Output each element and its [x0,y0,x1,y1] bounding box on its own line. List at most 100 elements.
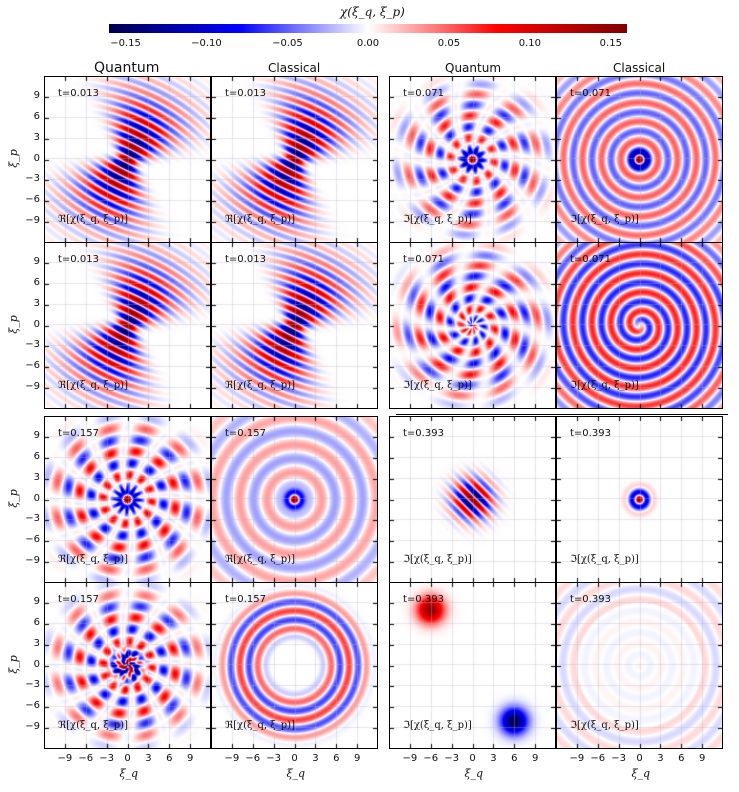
y-tick-label: −3 [25,339,40,351]
x-tick-label: −9 [224,753,240,764]
heatmap-image [389,242,556,409]
x-tick-label: 0 [469,753,476,764]
x-tick-label: −3 [266,753,281,764]
component-label: ℜ[χ(ξ_q, ξ_p)] [58,380,128,391]
y-tick-label: −3 [25,513,40,525]
column-title-classical-left: Classical [268,61,321,75]
colorbar-tick-label: 0.15 [599,38,622,49]
xlabel: ξ_q [464,767,484,780]
x-tick-label: −3 [611,753,626,764]
x-tick-label: 0 [124,753,131,764]
ylabel: ξ_p [6,488,20,508]
colorbar-tick-label: −0.10 [191,38,222,49]
heatmap-image [389,76,556,243]
colorbar-title: χ(ξ_q, ξ_p) [340,5,405,19]
x-tick-label: −6 [590,753,606,764]
heatmap-image [44,582,211,749]
heatmap-panel: t=0.013 ℜ[χ(ξ_q, ξ_p)] [211,242,378,409]
ylabel: ξ_p [6,314,20,334]
component-label: ℜ[χ(ξ_q, ξ_p)] [225,720,295,731]
y-tick-label: −9 [25,215,40,227]
y-tick-label: 3 [33,297,40,309]
heatmap-image [211,242,378,409]
heatmap-image [556,76,723,243]
component-label: ℑ[χ(ξ_q, ξ_p)] [403,214,472,225]
component-label: ℜ[χ(ξ_q, ξ_p)] [225,554,295,565]
colorbar-tick-label: −0.05 [272,38,303,49]
time-label: t=0.157 [225,594,266,605]
heatmap-image [556,242,723,409]
time-label: t=0.393 [570,594,611,605]
ylabel: ξ_p [6,654,20,674]
time-label: t=0.157 [225,428,266,439]
heatmap-image [44,242,211,409]
time-label: t=0.071 [570,254,611,265]
heatmap-image [44,76,211,243]
heatmap-panel: t=0.157 ℜ[χ(ξ_q, ξ_p)] [211,582,378,749]
x-tick-label: 3 [657,753,664,764]
y-tick-label: −9 [25,381,40,393]
component-label: ℑ[χ(ξ_q, ξ_p)] [403,720,472,731]
x-tick-label: 9 [353,753,361,764]
x-tick-label: 3 [312,753,319,764]
component-label: ℜ[χ(ξ_q, ξ_p)] [225,214,295,225]
x-tick-label: 3 [490,753,497,764]
xlabel: ξ_q [119,767,139,780]
y-tick-label: 0 [33,318,40,330]
y-tick-label: 6 [33,276,40,288]
component-label: ℑ[χ(ξ_q, ξ_p)] [570,554,639,565]
heatmap-panel: t=0.071 ℑ[χ(ξ_q, ξ_p)] [389,242,556,409]
time-label: t=0.393 [570,428,611,439]
y-tick-label: −9 [25,555,40,567]
heatmap-image [556,416,723,583]
ylabel: ξ_p [6,148,20,168]
heatmap-panel: t=0.157 ℜ[χ(ξ_q, ξ_p)] [44,416,211,583]
heatmap-image [211,582,378,749]
x-tick-label: −6 [78,753,94,764]
heatmap-panel: t=0.393 ℑ[χ(ξ_q, ξ_p)] [389,582,556,749]
heatmap-panel: t=0.071 ℑ[χ(ξ_q, ξ_p)] [389,76,556,243]
block-divider [396,414,728,415]
x-tick-label: 9 [698,753,706,764]
colorbar-tick-label: 0.05 [437,38,461,49]
time-label: t=0.071 [403,88,444,99]
y-tick-label: 3 [33,471,40,483]
time-label: t=0.013 [225,88,266,99]
y-tick-label: 9 [33,429,40,441]
column-title-quantum-right: Quantum [445,61,502,75]
x-tick-label: 6 [678,753,685,764]
x-tick-label: −9 [569,753,585,764]
column-title-quantum-left: Quantum [94,60,160,76]
component-label: ℑ[χ(ξ_q, ξ_p)] [570,380,639,391]
x-tick-label: −9 [402,753,418,764]
component-label: ℜ[χ(ξ_q, ξ_p)] [58,720,128,731]
x-tick-label: 0 [636,753,643,764]
time-label: t=0.071 [570,88,611,99]
y-tick-label: 0 [33,658,40,670]
x-tick-label: −3 [99,753,114,764]
heatmap-panel: t=0.157 ℜ[χ(ξ_q, ξ_p)] [211,416,378,583]
colorbar [109,24,627,33]
colorbar-tick-label: −0.15 [110,38,141,49]
y-tick-label: 9 [33,89,40,101]
y-tick-label: 6 [33,110,40,122]
component-label: ℜ[χ(ξ_q, ξ_p)] [58,554,128,565]
heatmap-image [44,416,211,583]
time-label: t=0.393 [403,428,444,439]
component-label: ℜ[χ(ξ_q, ξ_p)] [58,214,128,225]
heatmap-image [211,76,378,243]
time-label: t=0.071 [403,254,444,265]
heatmap-panel: t=0.157 ℜ[χ(ξ_q, ξ_p)] [44,582,211,749]
x-tick-label: 9 [186,753,194,764]
x-tick-label: 3 [145,753,152,764]
time-label: t=0.157 [58,594,99,605]
heatmap-panel: t=0.393 ℑ[χ(ξ_q, ξ_p)] [556,582,723,749]
component-label: ℜ[χ(ξ_q, ξ_p)] [225,380,295,391]
y-tick-label: −6 [25,194,40,206]
heatmap-panel: t=0.013 ℜ[χ(ξ_q, ξ_p)] [44,242,211,409]
x-tick-label: 0 [291,753,298,764]
heatmap-panel: t=0.071 ℑ[χ(ξ_q, ξ_p)] [556,76,723,243]
x-tick-label: −6 [423,753,439,764]
y-tick-label: 3 [33,131,40,143]
y-tick-label: −6 [25,700,40,712]
